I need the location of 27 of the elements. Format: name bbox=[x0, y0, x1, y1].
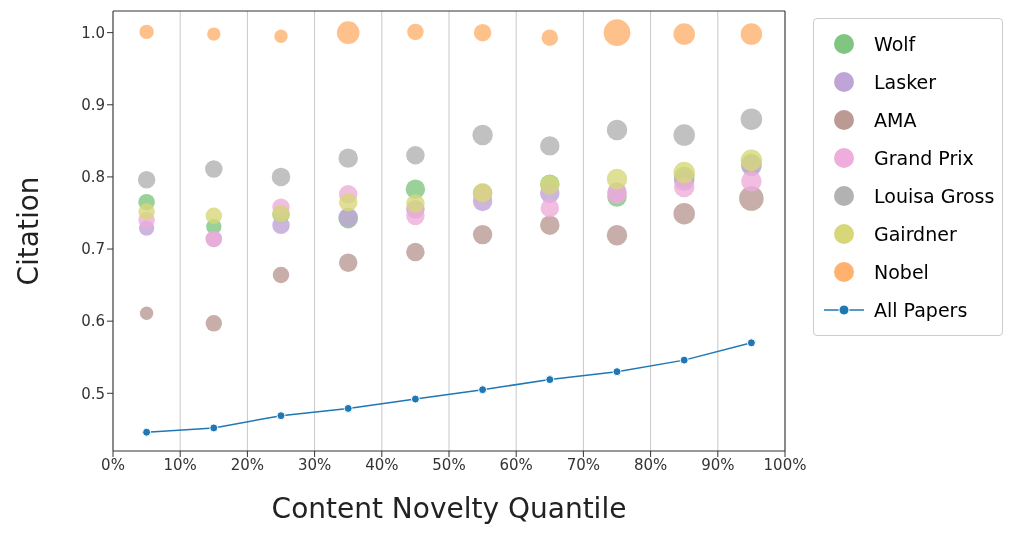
x-tick-label: 80% bbox=[633, 455, 668, 474]
legend-label: Gairdner bbox=[874, 223, 957, 245]
x-tick-label: 50% bbox=[432, 455, 466, 474]
x-tick-label: 70% bbox=[566, 455, 601, 474]
y-tick-label: 0.7 bbox=[81, 240, 105, 259]
y-axis-title: Citation bbox=[11, 176, 45, 286]
legend-label: AMA bbox=[874, 109, 917, 131]
legend-label: Nobel bbox=[874, 261, 929, 283]
y-tick-label: 1.0 bbox=[81, 23, 105, 42]
x-tick-label: 90% bbox=[701, 455, 735, 474]
legend-label: Louisa Gross bbox=[874, 185, 995, 207]
y-tick-label: 0.9 bbox=[81, 96, 105, 115]
x-tick-label: 60% bbox=[499, 455, 533, 474]
legend-label: All Papers bbox=[874, 299, 968, 321]
y-tick-label: 0.6 bbox=[81, 312, 105, 331]
x-tick-label: 0% bbox=[101, 455, 125, 474]
x-tick-label: 30% bbox=[297, 455, 332, 474]
legend-label: Grand Prix bbox=[874, 147, 974, 169]
x-tick-label: 20% bbox=[230, 455, 265, 474]
y-tick-label: 0.8 bbox=[81, 168, 105, 187]
legend-label: Wolf bbox=[874, 33, 916, 55]
x-tick-label: 40% bbox=[365, 455, 399, 474]
x-tick-label: 100% bbox=[763, 455, 807, 474]
x-tick-label: 10% bbox=[163, 455, 197, 474]
y-tick-label: 0.5 bbox=[81, 384, 105, 403]
x-axis-title: Content Novelty Quantile bbox=[271, 492, 627, 525]
legend-label: Lasker bbox=[874, 71, 936, 93]
